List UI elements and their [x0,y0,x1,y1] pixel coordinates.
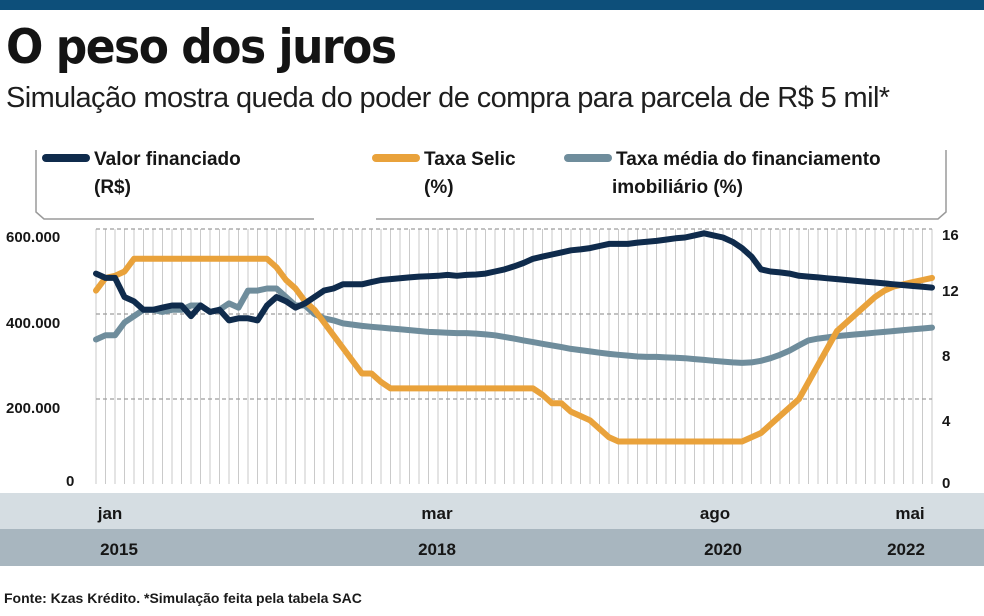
legend-label-selic-line2: (%) [424,177,454,198]
legend-bracket-right [376,150,947,220]
x-axis-labels: jan mar ago mai 2015 2018 2020 2022 [97,504,925,559]
series-line-media [93,285,935,366]
x-tick-year-2020: 2020 [704,540,742,559]
x-tick-month-mar: mar [421,504,453,523]
top-accent-bar [0,0,984,10]
legend-bracket-left [35,150,314,220]
x-tick-month-ago: ago [700,504,730,523]
right-tick-label: 12 [942,283,959,300]
x-tick-month-mai: mai [895,504,924,523]
legend-label-media-line1: Taxa média do financiamento [616,149,881,170]
left-tick-label: 600.000 [6,229,60,246]
x-axis-year-band [0,529,984,566]
x-tick-month-jan: jan [97,504,123,523]
legend-label-selic-line1: Taxa Selic [424,149,516,170]
right-tick-label: 16 [942,227,959,244]
left-tick-label: 200.000 [6,400,60,417]
legend-label-valor-line1: Valor financiado [94,149,241,170]
legend-label-valor-line2: (R$) [94,177,131,198]
source-note: Fonte: Kzas Krédito. *Simulação feita pe… [4,590,362,606]
left-axis: 600.000 400.000 200.000 0 [6,229,74,490]
right-tick-label: 4 [942,413,951,430]
right-tick-label: 8 [942,348,950,365]
right-axis: 16 12 8 4 0 [942,227,959,492]
series-line-valor [93,230,935,324]
chart-title: O peso dos juros [6,19,397,76]
left-tick-label: 400.000 [6,315,60,332]
x-tick-year-2018: 2018 [418,540,456,559]
x-axis-month-band [0,493,984,529]
legend-label-media-line2: imobiliário (%) [612,177,743,198]
legend: Valor financiado (R$) Taxa Selic (%) Tax… [35,149,947,220]
x-tick-year-2022: 2022 [887,540,925,559]
left-tick-label: 0 [66,473,74,490]
chart-subtitle: Simulação mostra queda do poder de compr… [6,82,890,114]
series-line-selic [93,255,935,445]
chart-series [93,230,935,445]
x-tick-year-2015: 2015 [100,540,138,559]
right-tick-label: 0 [942,475,950,492]
